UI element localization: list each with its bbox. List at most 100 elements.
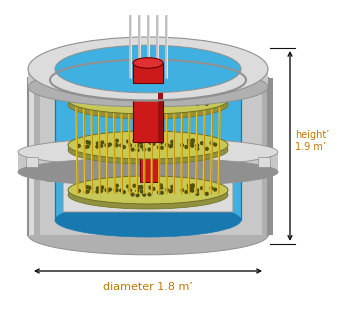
Circle shape bbox=[116, 184, 118, 187]
Circle shape bbox=[159, 184, 162, 187]
Circle shape bbox=[129, 189, 132, 192]
Circle shape bbox=[84, 101, 87, 103]
Circle shape bbox=[84, 146, 87, 148]
Ellipse shape bbox=[18, 138, 278, 166]
Circle shape bbox=[100, 99, 103, 102]
Bar bbox=[28, 69, 268, 87]
Circle shape bbox=[170, 189, 173, 192]
Circle shape bbox=[191, 141, 194, 144]
Circle shape bbox=[143, 148, 146, 151]
Circle shape bbox=[152, 187, 155, 190]
Circle shape bbox=[185, 146, 188, 148]
Circle shape bbox=[120, 99, 123, 102]
Circle shape bbox=[157, 146, 160, 149]
Bar bbox=[46, 173, 54, 181]
Circle shape bbox=[210, 142, 213, 145]
Circle shape bbox=[86, 141, 89, 144]
Circle shape bbox=[136, 104, 139, 107]
Bar bbox=[34, 78, 40, 235]
Ellipse shape bbox=[68, 136, 228, 164]
Circle shape bbox=[185, 190, 188, 193]
Circle shape bbox=[101, 141, 104, 144]
Circle shape bbox=[169, 100, 172, 103]
Circle shape bbox=[171, 185, 174, 188]
Circle shape bbox=[191, 94, 194, 97]
Circle shape bbox=[191, 144, 194, 147]
Circle shape bbox=[191, 139, 194, 142]
Bar bbox=[133, 78, 163, 142]
Ellipse shape bbox=[133, 73, 163, 83]
Circle shape bbox=[169, 190, 172, 193]
Circle shape bbox=[86, 190, 89, 193]
Circle shape bbox=[188, 143, 191, 146]
Circle shape bbox=[100, 145, 103, 147]
Circle shape bbox=[191, 96, 194, 99]
Circle shape bbox=[148, 193, 151, 196]
Circle shape bbox=[149, 186, 152, 189]
Circle shape bbox=[97, 97, 99, 100]
Circle shape bbox=[114, 144, 117, 147]
Circle shape bbox=[160, 147, 163, 149]
Circle shape bbox=[129, 99, 132, 102]
Circle shape bbox=[140, 96, 143, 99]
Circle shape bbox=[88, 186, 91, 189]
Circle shape bbox=[205, 192, 208, 195]
Circle shape bbox=[160, 186, 163, 189]
Circle shape bbox=[101, 186, 104, 189]
Circle shape bbox=[137, 186, 140, 189]
Circle shape bbox=[127, 140, 130, 143]
Circle shape bbox=[97, 142, 99, 145]
Circle shape bbox=[136, 194, 139, 197]
Circle shape bbox=[159, 139, 162, 142]
Circle shape bbox=[100, 189, 103, 192]
Polygon shape bbox=[63, 159, 233, 212]
Circle shape bbox=[160, 141, 163, 144]
Circle shape bbox=[114, 189, 117, 191]
Ellipse shape bbox=[28, 37, 268, 101]
Ellipse shape bbox=[137, 171, 159, 180]
Circle shape bbox=[138, 96, 141, 99]
Bar bbox=[262, 78, 268, 235]
Circle shape bbox=[140, 141, 143, 144]
Polygon shape bbox=[28, 78, 29, 235]
Circle shape bbox=[137, 141, 140, 144]
Circle shape bbox=[188, 139, 190, 142]
Circle shape bbox=[122, 101, 125, 104]
Circle shape bbox=[191, 184, 194, 187]
Circle shape bbox=[96, 190, 99, 193]
Circle shape bbox=[171, 95, 174, 98]
Circle shape bbox=[214, 98, 217, 101]
Circle shape bbox=[140, 96, 143, 98]
Circle shape bbox=[171, 140, 174, 143]
Circle shape bbox=[149, 142, 152, 144]
Circle shape bbox=[136, 144, 139, 147]
Circle shape bbox=[157, 191, 160, 194]
Circle shape bbox=[86, 186, 89, 188]
Circle shape bbox=[152, 143, 155, 145]
Circle shape bbox=[159, 94, 162, 97]
Circle shape bbox=[191, 189, 194, 192]
Circle shape bbox=[181, 189, 184, 191]
Circle shape bbox=[120, 189, 123, 192]
Circle shape bbox=[129, 144, 132, 147]
Circle shape bbox=[105, 144, 108, 147]
Circle shape bbox=[127, 185, 130, 188]
Bar bbox=[258, 157, 270, 167]
Circle shape bbox=[108, 188, 111, 191]
Circle shape bbox=[122, 191, 125, 193]
Circle shape bbox=[196, 144, 199, 147]
Circle shape bbox=[170, 99, 173, 102]
Circle shape bbox=[96, 145, 99, 148]
Circle shape bbox=[166, 143, 168, 146]
Ellipse shape bbox=[28, 67, 268, 107]
Circle shape bbox=[160, 101, 163, 104]
Circle shape bbox=[188, 184, 190, 187]
Circle shape bbox=[105, 99, 108, 102]
Circle shape bbox=[149, 96, 152, 99]
Bar bbox=[68, 100, 228, 105]
Circle shape bbox=[143, 103, 146, 106]
Circle shape bbox=[86, 100, 89, 103]
Circle shape bbox=[196, 99, 199, 102]
Ellipse shape bbox=[55, 203, 241, 237]
Circle shape bbox=[131, 148, 134, 151]
